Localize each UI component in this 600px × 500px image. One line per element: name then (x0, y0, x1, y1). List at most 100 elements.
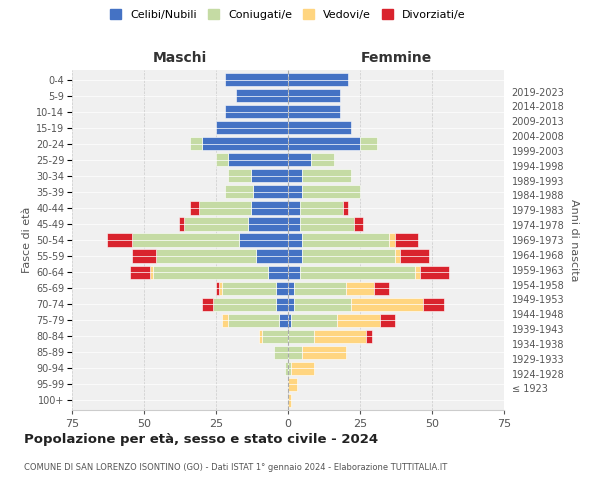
Bar (236, 89, 288, 102)
Bar (288, 314, 291, 327)
Bar (248, 218, 288, 230)
Bar (288, 89, 340, 102)
Bar (285, 362, 288, 375)
Bar (107, 234, 133, 246)
Text: Popolazione per età, sesso e stato civile - 2024: Popolazione per età, sesso e stato civil… (24, 432, 378, 446)
Bar (302, 170, 352, 182)
Text: Femmine: Femmine (361, 51, 431, 65)
Bar (288, 266, 299, 278)
Bar (288, 153, 311, 166)
Bar (343, 202, 349, 214)
Bar (216, 153, 227, 166)
Bar (288, 282, 294, 294)
Bar (277, 298, 288, 310)
Bar (190, 202, 199, 214)
Bar (302, 250, 395, 262)
Bar (421, 266, 449, 278)
Bar (294, 282, 346, 294)
Text: COMUNE DI SAN LORENZO ISONTINO (GO) - Dati ISTAT 1° gennaio 2024 - Elaborazione : COMUNE DI SAN LORENZO ISONTINO (GO) - Da… (24, 463, 447, 472)
Bar (190, 137, 202, 150)
Bar (288, 186, 302, 198)
Bar (224, 73, 288, 86)
Bar (302, 234, 389, 246)
Bar (280, 314, 288, 327)
Bar (337, 314, 380, 327)
Bar (277, 282, 288, 294)
Bar (424, 298, 443, 310)
Bar (222, 282, 277, 294)
Bar (366, 330, 371, 343)
Bar (256, 250, 288, 262)
Bar (216, 121, 288, 134)
Bar (291, 362, 314, 375)
Bar (202, 298, 213, 310)
Bar (268, 266, 288, 278)
Bar (288, 170, 302, 182)
Bar (288, 73, 349, 86)
Bar (346, 282, 374, 294)
Bar (227, 170, 251, 182)
Y-axis label: Anni di nascita: Anni di nascita (569, 198, 578, 281)
Bar (253, 186, 288, 198)
Bar (274, 346, 288, 359)
Bar (259, 330, 262, 343)
Bar (262, 330, 288, 343)
Bar (380, 314, 395, 327)
Bar (288, 121, 352, 134)
Bar (294, 298, 352, 310)
Bar (288, 298, 294, 310)
Bar (299, 202, 343, 214)
Bar (374, 282, 389, 294)
Bar (224, 186, 253, 198)
Bar (288, 394, 291, 407)
Bar (288, 234, 302, 246)
Bar (288, 378, 296, 391)
Bar (299, 218, 354, 230)
Bar (302, 346, 346, 359)
Bar (395, 250, 400, 262)
Bar (311, 153, 334, 166)
Bar (400, 250, 429, 262)
Bar (302, 186, 360, 198)
Bar (314, 330, 366, 343)
Bar (133, 250, 155, 262)
Bar (288, 137, 360, 150)
Bar (288, 202, 299, 214)
Bar (199, 202, 251, 214)
Bar (415, 266, 421, 278)
Bar (251, 202, 288, 214)
Bar (216, 282, 219, 294)
Legend: Celibi/Nubili, Coniugati/e, Vedovi/e, Divorziati/e: Celibi/Nubili, Coniugati/e, Vedovi/e, Di… (106, 5, 470, 24)
Bar (150, 266, 152, 278)
Bar (239, 234, 288, 246)
Bar (288, 105, 340, 118)
Bar (251, 170, 288, 182)
Bar (288, 330, 314, 343)
Bar (288, 362, 291, 375)
Bar (360, 137, 377, 150)
Bar (288, 218, 299, 230)
Bar (227, 314, 280, 327)
Bar (155, 250, 256, 262)
Y-axis label: Fasce di età: Fasce di età (22, 207, 32, 273)
Bar (219, 282, 222, 294)
Bar (227, 153, 288, 166)
Bar (299, 266, 415, 278)
Bar (288, 346, 302, 359)
Bar (224, 105, 288, 118)
Bar (133, 234, 239, 246)
Bar (184, 218, 248, 230)
Bar (202, 137, 288, 150)
Bar (352, 298, 424, 310)
Bar (288, 250, 302, 262)
Bar (222, 314, 227, 327)
Bar (395, 234, 418, 246)
Bar (130, 266, 150, 278)
Bar (291, 314, 337, 327)
Bar (152, 266, 268, 278)
Bar (213, 298, 277, 310)
Text: Maschi: Maschi (153, 51, 207, 65)
Bar (179, 218, 184, 230)
Bar (389, 234, 395, 246)
Bar (354, 218, 363, 230)
